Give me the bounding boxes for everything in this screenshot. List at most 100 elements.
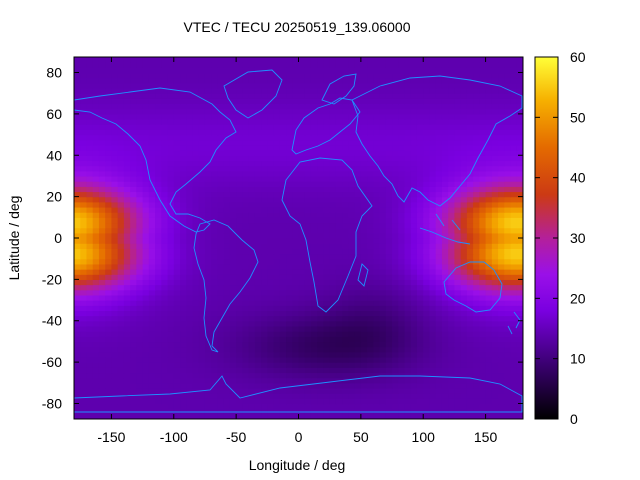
heatmap-cell bbox=[516, 408, 523, 415]
heatmap-cell bbox=[217, 155, 225, 162]
heatmap-cell bbox=[416, 243, 424, 249]
heatmap-cell bbox=[217, 62, 225, 68]
heatmap-cell bbox=[510, 191, 518, 198]
heatmap-cell bbox=[136, 186, 144, 193]
heatmap-cell bbox=[111, 243, 119, 249]
heatmap-cell bbox=[223, 243, 231, 249]
heatmap-cell bbox=[392, 413, 399, 419]
heatmap-cell bbox=[429, 393, 437, 399]
heatmap-cell bbox=[304, 367, 312, 374]
heatmap-cell bbox=[392, 119, 399, 125]
heatmap-cell bbox=[242, 93, 250, 99]
heatmap-cell bbox=[348, 232, 356, 239]
heatmap-cell bbox=[242, 294, 250, 301]
heatmap-cell bbox=[148, 139, 156, 146]
heatmap-cell bbox=[335, 144, 343, 151]
heatmap-cell bbox=[498, 325, 505, 332]
heatmap-cell bbox=[392, 331, 399, 337]
heatmap-cell bbox=[516, 227, 523, 234]
heatmap-cell bbox=[180, 274, 187, 280]
heatmap-cell bbox=[273, 191, 281, 198]
heatmap-cell bbox=[86, 315, 94, 322]
heatmap-cell bbox=[473, 315, 480, 322]
heatmap-cell bbox=[354, 139, 362, 146]
heatmap-cell bbox=[466, 341, 474, 348]
heatmap-cell bbox=[279, 341, 287, 348]
heatmap-cell bbox=[298, 331, 306, 337]
heatmap-cell bbox=[466, 103, 474, 110]
heatmap-cell bbox=[236, 93, 243, 99]
heatmap-cell bbox=[236, 279, 243, 286]
heatmap-cell bbox=[423, 160, 431, 167]
heatmap-cell bbox=[304, 325, 312, 332]
heatmap-cell bbox=[310, 67, 318, 74]
heatmap-cell bbox=[460, 186, 468, 193]
heatmap-cell bbox=[148, 387, 156, 394]
heatmap-cell bbox=[242, 289, 250, 296]
heatmap-cell bbox=[298, 212, 306, 218]
heatmap-cell bbox=[211, 279, 219, 286]
heatmap-cell bbox=[516, 294, 523, 301]
heatmap-cell bbox=[323, 331, 331, 337]
heatmap-cell bbox=[479, 217, 487, 224]
heatmap-cell bbox=[479, 155, 487, 162]
heatmap-cell bbox=[204, 351, 212, 358]
heatmap-cell bbox=[373, 150, 381, 156]
heatmap-cell bbox=[435, 336, 443, 343]
heatmap-cell bbox=[335, 160, 343, 167]
heatmap-cell bbox=[498, 232, 505, 239]
heatmap-cell bbox=[323, 82, 331, 89]
heatmap-cell bbox=[354, 181, 362, 187]
heatmap-cell bbox=[223, 67, 231, 74]
heatmap-cell bbox=[136, 243, 144, 249]
heatmap-cell bbox=[242, 310, 250, 317]
heatmap-cell bbox=[204, 387, 212, 394]
heatmap-cell bbox=[248, 346, 256, 353]
heatmap-cell bbox=[236, 377, 243, 384]
heatmap-cell bbox=[86, 222, 94, 229]
heatmap-cell bbox=[473, 336, 480, 343]
heatmap-cell bbox=[267, 201, 275, 208]
heatmap-cell bbox=[229, 403, 237, 410]
heatmap-cell bbox=[204, 77, 212, 84]
heatmap-cell bbox=[254, 232, 262, 239]
heatmap-cell bbox=[410, 217, 418, 224]
heatmap-cell bbox=[367, 377, 374, 384]
heatmap-cell bbox=[491, 387, 499, 394]
heatmap-cell bbox=[404, 62, 412, 68]
heatmap-cell bbox=[441, 165, 449, 172]
heatmap-cell bbox=[98, 356, 106, 363]
heatmap-cell bbox=[354, 413, 362, 419]
heatmap-cell bbox=[504, 336, 512, 343]
heatmap-cell bbox=[229, 382, 237, 389]
heatmap-cell bbox=[198, 377, 206, 384]
heatmap-cell bbox=[342, 67, 349, 74]
heatmap-cell bbox=[173, 217, 181, 224]
heatmap-cell bbox=[123, 88, 131, 94]
heatmap-cell bbox=[186, 186, 194, 193]
heatmap-cell bbox=[229, 57, 237, 63]
heatmap-cell bbox=[348, 413, 356, 419]
heatmap-cell bbox=[198, 196, 206, 203]
heatmap-cell bbox=[155, 124, 162, 130]
heatmap-cell bbox=[130, 124, 137, 130]
heatmap-cell bbox=[335, 165, 343, 172]
heatmap-cell bbox=[267, 310, 275, 317]
heatmap-cell bbox=[367, 62, 374, 68]
heatmap-cell bbox=[392, 351, 399, 358]
heatmap-cell bbox=[198, 398, 206, 405]
heatmap-cell bbox=[429, 284, 437, 291]
heatmap-cell bbox=[173, 129, 181, 136]
heatmap-cell bbox=[423, 413, 431, 419]
heatmap-cell bbox=[516, 248, 523, 255]
heatmap-cell bbox=[510, 217, 518, 224]
heatmap-cell bbox=[460, 222, 468, 229]
heatmap-cell bbox=[379, 150, 387, 156]
heatmap-cell bbox=[161, 387, 169, 394]
heatmap-cell bbox=[142, 155, 150, 162]
heatmap-cell bbox=[448, 165, 456, 172]
heatmap-cell bbox=[217, 284, 225, 291]
heatmap-cell bbox=[435, 77, 443, 84]
heatmap-cell bbox=[342, 413, 349, 419]
heatmap-cell bbox=[317, 222, 325, 229]
